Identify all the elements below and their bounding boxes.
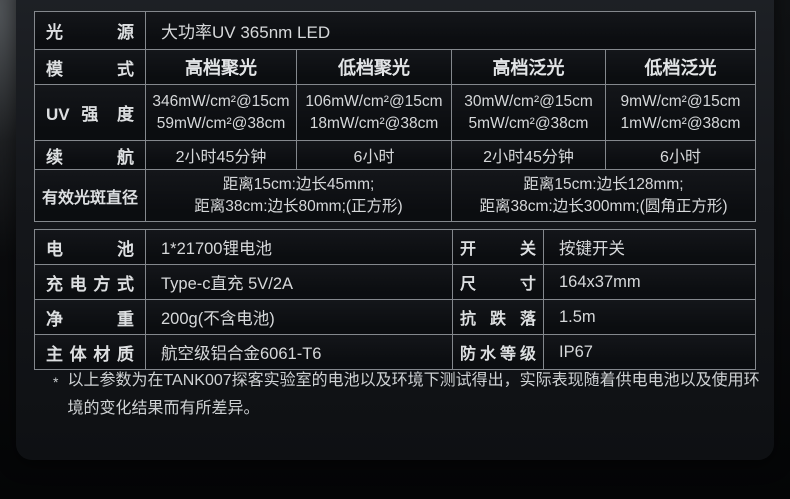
- row-label-battery: 电 池: [35, 230, 145, 264]
- row-label-spot-size: 有效光斑直径: [35, 170, 145, 221]
- row-label-charging: 充电方式: [35, 265, 145, 299]
- spot-floodlight-15cm: 距离15cm:边长128mm;: [523, 175, 684, 193]
- row-label-light-source: 光 源: [35, 12, 145, 49]
- footnote: * 以上参数为在TANK007探客实验室的电池以及环境下测试得出，实际表现随着供…: [53, 367, 761, 423]
- value-size: 164x37mm: [544, 265, 755, 299]
- row-label-drop-resistance: 抗 跌 落: [453, 300, 543, 334]
- uv-low-spot-15cm: 106mW/cm²@15cm: [305, 92, 443, 110]
- uv-value-high-spot: 346mW/cm²@15cm 59mW/cm²@38cm: [146, 85, 296, 140]
- uv-high-flood-38cm: 5mW/cm²@38cm: [468, 114, 589, 132]
- uv-high-flood-15cm: 30mW/cm²@15cm: [464, 92, 593, 110]
- switch-label-text: 开 关: [460, 241, 536, 258]
- row-label-net-weight: 净 重: [35, 300, 145, 334]
- asterisk-marker: *: [53, 374, 59, 390]
- value-battery: 1*21700锂电池: [146, 230, 452, 264]
- spot-floodlight-38cm: 距离38cm:边长300mm;(圆角正方形): [479, 197, 728, 215]
- waterproof-rating-label-text: 防水等级: [460, 346, 536, 363]
- row-label-switch: 开 关: [453, 230, 543, 264]
- body-material-label-text: 主体材质: [46, 344, 134, 364]
- uv-high-spot-38cm: 59mW/cm²@38cm: [156, 114, 286, 132]
- value-body-material: 航空级铝合金6061-T6: [146, 335, 452, 369]
- uv-low-flood-15cm: 9mW/cm²@15cm: [620, 92, 741, 110]
- row-label-mode: 模 式: [35, 50, 145, 84]
- net-weight-label-text: 净 重: [46, 309, 134, 329]
- spot-size-floodlight: 距离15cm:边长128mm; 距离38cm:边长300mm;(圆角正方形): [452, 170, 755, 221]
- value-light-source: 大功率UV 365nm LED: [146, 12, 755, 49]
- uv-intensity-label-text: UV 强 度: [46, 105, 134, 124]
- mode-header-low-flood: 低档泛光: [606, 50, 755, 84]
- runtime-high-spot: 2小时45分钟: [146, 141, 296, 169]
- runtime-low-flood: 6小时: [606, 141, 755, 169]
- row-label-uv-intensity: UV 强 度: [35, 85, 145, 140]
- spec-table-physical: 电 池 1*21700锂电池 开 关 按键开关 充电方式 Type-c直充 5V…: [34, 229, 756, 370]
- runtime-label-text: 续 航: [46, 147, 134, 167]
- runtime-high-flood: 2小时45分钟: [452, 141, 605, 169]
- row-label-size: 尺 寸: [453, 265, 543, 299]
- battery-label-text: 电 池: [46, 239, 134, 259]
- value-waterproof-rating: IP67: [544, 335, 755, 369]
- value-charging: Type-c直充 5V/2A: [146, 265, 452, 299]
- row-label-waterproof-rating: 防水等级: [453, 335, 543, 369]
- runtime-low-spot: 6小时: [297, 141, 451, 169]
- spot-size-spotlight: 距离15cm:边长45mm; 距离38cm:边长80mm;(正方形): [146, 170, 451, 221]
- spot-spotlight-15cm: 距离15cm:边长45mm;: [222, 175, 375, 193]
- spec-table-performance: 光 源 大功率UV 365nm LED 模 式 高档聚光 低档聚光 高档泛光 低…: [34, 11, 756, 222]
- uv-value-high-flood: 30mW/cm²@15cm 5mW/cm²@38cm: [452, 85, 605, 140]
- mode-header-high-flood: 高档泛光: [452, 50, 605, 84]
- uv-value-low-spot: 106mW/cm²@15cm 18mW/cm²@38cm: [297, 85, 451, 140]
- uv-value-low-flood: 9mW/cm²@15cm 1mW/cm²@38cm: [606, 85, 755, 140]
- mode-header-high-spot: 高档聚光: [146, 50, 296, 84]
- charging-label-text: 充电方式: [46, 274, 134, 294]
- spot-spotlight-38cm: 距离38cm:边长80mm;(正方形): [194, 197, 403, 215]
- drop-resistance-label-text: 抗 跌 落: [460, 311, 536, 328]
- mode-header-low-spot: 低档聚光: [297, 50, 451, 84]
- value-net-weight: 200g(不含电池): [146, 300, 452, 334]
- size-label-text: 尺 寸: [460, 276, 536, 293]
- uv-low-spot-38cm: 18mW/cm²@38cm: [309, 114, 439, 132]
- light-source-label-text: 光 源: [46, 23, 134, 42]
- row-label-runtime: 续 航: [35, 141, 145, 169]
- row-label-body-material: 主体材质: [35, 335, 145, 369]
- spot-size-label-text: 有效光斑直径: [42, 189, 139, 207]
- uv-low-flood-38cm: 1mW/cm²@38cm: [620, 114, 741, 132]
- value-drop-resistance: 1.5m: [544, 300, 755, 334]
- uv-high-spot-15cm: 346mW/cm²@15cm: [152, 92, 290, 110]
- value-switch: 按键开关: [544, 230, 755, 264]
- mode-label-text: 模 式: [46, 59, 134, 79]
- spec-panel: 光 源 大功率UV 365nm LED 模 式 高档聚光 低档聚光 高档泛光 低…: [16, 0, 774, 460]
- footnote-text: 以上参数为在TANK007探客实验室的电池以及环境下测试得出，实际表现随着供电电…: [67, 372, 760, 417]
